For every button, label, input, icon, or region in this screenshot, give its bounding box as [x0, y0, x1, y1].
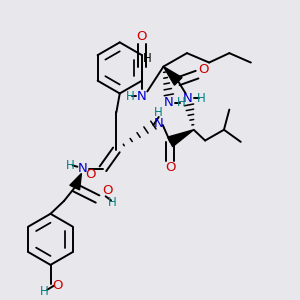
Polygon shape: [168, 130, 194, 147]
Text: N: N: [137, 90, 147, 103]
Text: O: O: [52, 279, 62, 292]
Text: O: O: [199, 63, 209, 76]
Text: H: H: [197, 92, 206, 105]
Polygon shape: [164, 67, 182, 85]
Text: N: N: [78, 162, 88, 175]
Polygon shape: [70, 173, 81, 190]
Text: O: O: [102, 184, 113, 197]
Text: N: N: [154, 117, 164, 130]
Text: O: O: [137, 30, 147, 43]
Text: H: H: [154, 106, 163, 119]
Text: H: H: [108, 196, 117, 209]
Text: O: O: [165, 161, 175, 174]
Text: H: H: [39, 285, 48, 298]
Text: N: N: [164, 96, 174, 110]
Text: O: O: [85, 168, 96, 181]
Text: N: N: [183, 92, 193, 105]
Text: H: H: [143, 52, 152, 65]
Text: H: H: [66, 159, 75, 172]
Text: H: H: [125, 90, 134, 103]
Text: H: H: [176, 96, 185, 110]
